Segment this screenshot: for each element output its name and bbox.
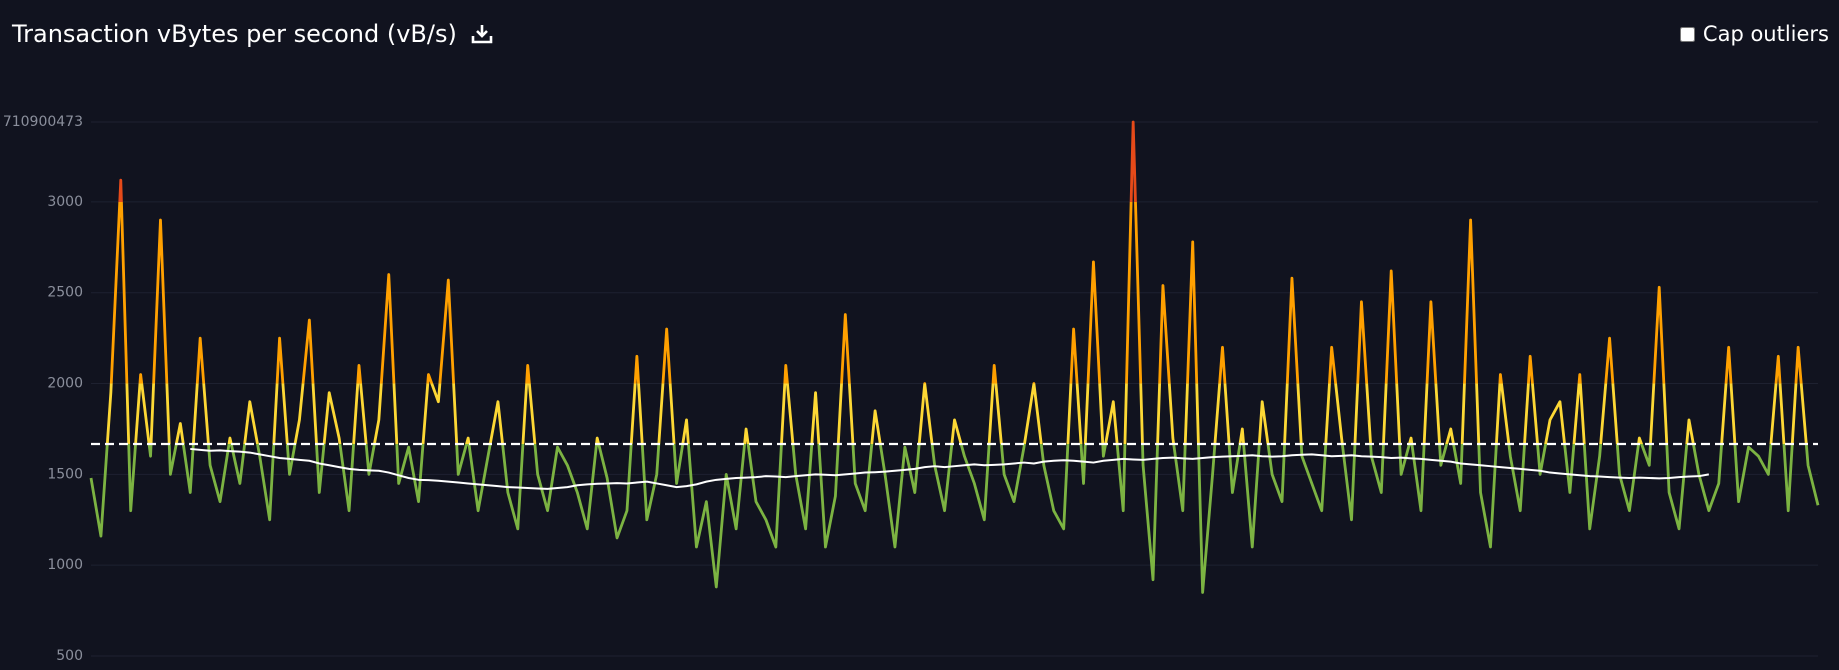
y-tick-label: 2500 — [47, 285, 83, 301]
y-tick-label: 1500 — [47, 466, 83, 482]
title-bar: Transaction vBytes per second (vB/s) — [12, 20, 493, 48]
y-tick-label: 1000 — [47, 557, 83, 573]
chart-title: Transaction vBytes per second (vB/s) — [12, 20, 457, 48]
checkbox[interactable] — [1679, 26, 1695, 42]
y-tick-label: 500 — [56, 648, 83, 664]
y-tick-label: 2000 — [47, 376, 83, 392]
download-icon[interactable] — [471, 23, 493, 45]
cap-outliers-toggle[interactable]: Cap outliers — [1679, 22, 1829, 46]
moving-average-line — [190, 447, 1709, 490]
y-tick-label: 710900473 — [3, 114, 83, 130]
vbytes-line — [89, 120, 1820, 594]
y-tick-label: 3000 — [47, 194, 83, 210]
checkbox-label: Cap outliers — [1702, 22, 1829, 46]
